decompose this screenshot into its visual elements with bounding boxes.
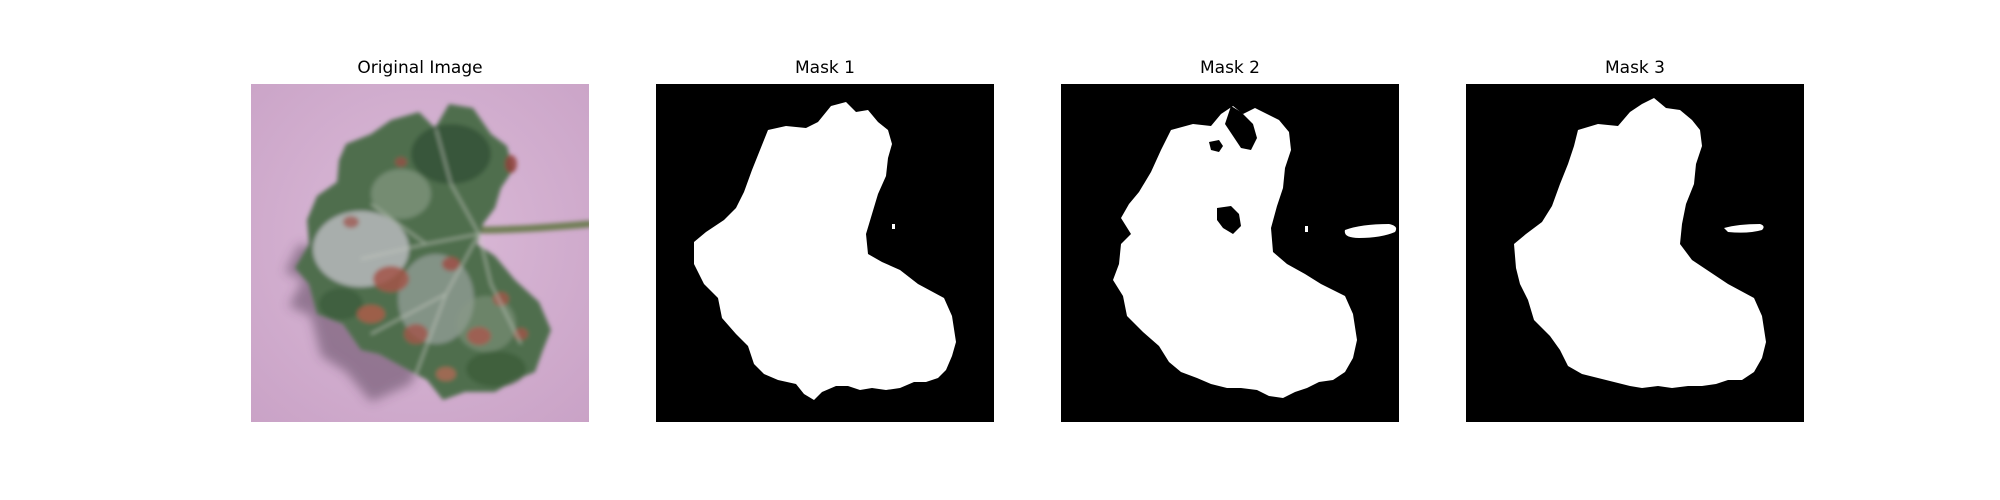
- leaf-dark-patch: [466, 351, 526, 387]
- mask-2-panel: Mask 2: [1061, 0, 1399, 500]
- mask-notch: [1696, 214, 1704, 234]
- mask-2-image: [1061, 84, 1399, 422]
- leaf-veins: [360, 128, 522, 375]
- mask-1-frame: [656, 84, 994, 422]
- mask-region: [694, 102, 956, 400]
- mask-speck: [890, 231, 894, 234]
- mask-3-panel: Mask 3: [1466, 0, 1804, 500]
- original-image-frame: [251, 84, 589, 422]
- leaf-light-patch: [371, 169, 431, 219]
- leaf-dark-patch: [411, 124, 491, 184]
- original-image-panel: Original Image: [251, 0, 589, 500]
- mask-3-image: [1466, 84, 1804, 422]
- panel-title: Original Image: [357, 58, 483, 78]
- mask-speck: [1305, 226, 1308, 232]
- leaf-lesion: [436, 367, 456, 381]
- panel-title: Mask 1: [794, 58, 855, 78]
- leaf-lesion: [505, 155, 517, 173]
- mask-region: [1113, 106, 1357, 398]
- leaf-light-patch: [456, 296, 516, 352]
- leaf-lesion: [395, 157, 407, 167]
- mask-3-frame: [1466, 84, 1804, 422]
- leaf-lesion: [404, 324, 428, 344]
- mask-speck: [892, 224, 895, 229]
- panel-title: Mask 3: [1604, 58, 1665, 78]
- leaf-dark-patch: [319, 288, 363, 320]
- mask-1-panel: Mask 1: [656, 0, 994, 500]
- leaf-stem: [475, 220, 589, 234]
- leaf-lesion: [343, 216, 359, 228]
- mask-hole: [1217, 206, 1241, 234]
- mask-region: [1514, 98, 1766, 388]
- panel-title: Mask 2: [1199, 58, 1260, 78]
- mask-notch: [1225, 106, 1257, 150]
- leaf-lesion: [357, 305, 385, 323]
- leaf-image: [251, 84, 589, 422]
- leaf-lesion: [467, 327, 491, 345]
- leaf-lesion: [373, 266, 409, 292]
- mask-blob: [1344, 224, 1397, 238]
- mask-2-frame: [1061, 84, 1399, 422]
- mask-hole: [1209, 140, 1223, 152]
- leaf-lesion: [442, 257, 460, 271]
- mask-blob: [1724, 224, 1764, 233]
- mask-1-image: [656, 84, 994, 422]
- mask-speck: [1297, 220, 1301, 224]
